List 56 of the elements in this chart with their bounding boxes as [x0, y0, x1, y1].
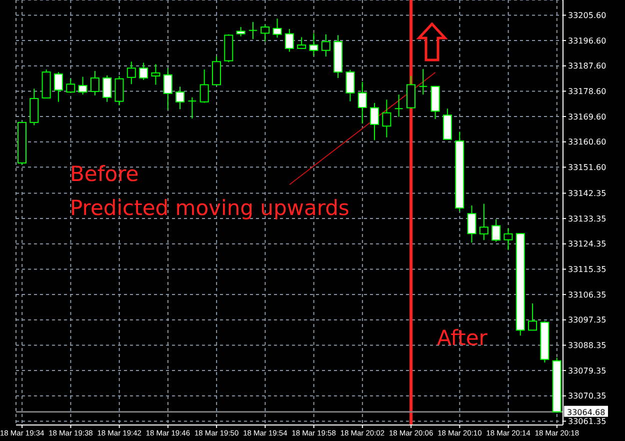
annotation: Predicted moving upwards [70, 196, 350, 220]
y-tick-label: 33115.35 [568, 265, 606, 274]
candlestick [504, 228, 513, 250]
y-tick-label: 33079.35 [568, 366, 606, 376]
candlestick [382, 99, 392, 138]
candlestick [54, 72, 63, 102]
candlestick [78, 76, 88, 96]
y-tick-label: 33178.60 [568, 87, 606, 96]
y-tick-label: 33133.35 [568, 214, 606, 224]
y-tick-label: 33124.35 [568, 240, 606, 249]
y-tick-label: 33151.60 [568, 163, 606, 172]
candlestick [528, 302, 538, 331]
candlestick [236, 26, 246, 37]
candlestick [102, 74, 112, 102]
annotation: After [437, 326, 488, 350]
candlestick [90, 70, 100, 96]
y-tick-label: 33196.60 [568, 36, 606, 46]
candlestick [139, 62, 148, 80]
annotation: Before [70, 162, 139, 186]
candlestick [272, 18, 282, 38]
candlestick [126, 61, 136, 85]
candlestick [176, 86, 185, 110]
candlestick [467, 204, 476, 244]
candlestick [479, 203, 488, 241]
candlestick [370, 102, 380, 141]
candlestick [406, 75, 416, 110]
candlestick [309, 32, 318, 56]
candlestick [394, 94, 404, 118]
candlestick [418, 68, 428, 96]
candlestick [151, 64, 160, 86]
candlestick [492, 218, 501, 242]
candlestick [30, 88, 39, 126]
candlestick [346, 69, 355, 102]
candlestick [163, 68, 172, 110]
candlestick [200, 69, 209, 104]
y-tick-label: 33187.60 [568, 62, 606, 71]
y-tick-label: 33142.35 [568, 189, 606, 198]
candlestick [248, 21, 258, 40]
candlestick [260, 24, 270, 42]
candlestick [188, 96, 197, 119]
candlestick [66, 78, 76, 94]
y-tick-label: 33205.60 [568, 11, 606, 20]
y-tick-label: 33070.35 [568, 392, 606, 401]
candlestick [212, 56, 221, 86]
candlestick [358, 81, 367, 124]
y-tick-label: 33106.35 [568, 290, 606, 300]
y-tick-label: 33061.35 [568, 417, 606, 426]
candlestick [297, 36, 306, 50]
candlestick [284, 28, 294, 52]
ref-line-label: 33064.68 [567, 408, 606, 417]
candlestick [114, 75, 124, 106]
y-tick-label: 33160.60 [568, 138, 606, 147]
y-tick-label: 33169.60 [568, 112, 606, 122]
y-tick-label: 33088.35 [568, 341, 606, 350]
candlestick [321, 34, 330, 58]
y-tick-label: 33097.35 [568, 316, 606, 325]
